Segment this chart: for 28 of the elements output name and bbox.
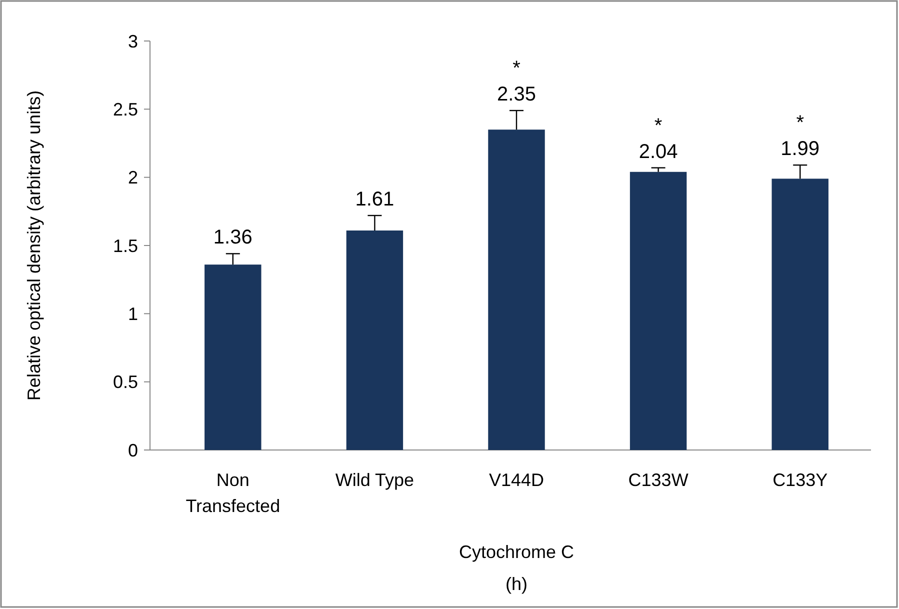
bar — [488, 130, 545, 450]
x-tick-label: C133W — [628, 470, 688, 490]
y-tick-label: 1.5 — [112, 236, 138, 256]
annotation: * — [512, 58, 521, 80]
bar — [346, 230, 404, 450]
annotation: * — [654, 114, 662, 137]
y-tick-label: 3 — [128, 31, 138, 52]
y-tick-label: 2 — [128, 168, 138, 188]
text: (h) — [506, 574, 528, 594]
x-tick-label: V144D — [488, 470, 544, 490]
y-tick-label: 1 — [128, 304, 138, 324]
annotation: * — [796, 112, 804, 134]
data-label: 1.36 — [213, 226, 252, 249]
x-tick-label: C133Y — [772, 470, 828, 490]
bar — [630, 172, 687, 450]
bar — [204, 264, 262, 450]
y-tick-label: 0.5 — [112, 372, 138, 392]
x-tick-label: Wild Type — [335, 470, 414, 490]
data-label: 2.35 — [497, 84, 536, 106]
data-label: 1.99 — [780, 138, 820, 160]
y-axis-title: Relative optical density (arbitrary units) — [24, 90, 44, 401]
y-tick-label: 0 — [128, 440, 138, 460]
bar — [772, 178, 828, 450]
data-label: 1.61 — [355, 188, 394, 211]
x-axis-title: Cytochrome C — [458, 542, 574, 562]
x-tick-label: Non Transfected — [186, 470, 280, 516]
y-tick-label: 2.5 — [112, 99, 138, 120]
data-label: 2.04 — [638, 140, 678, 163]
